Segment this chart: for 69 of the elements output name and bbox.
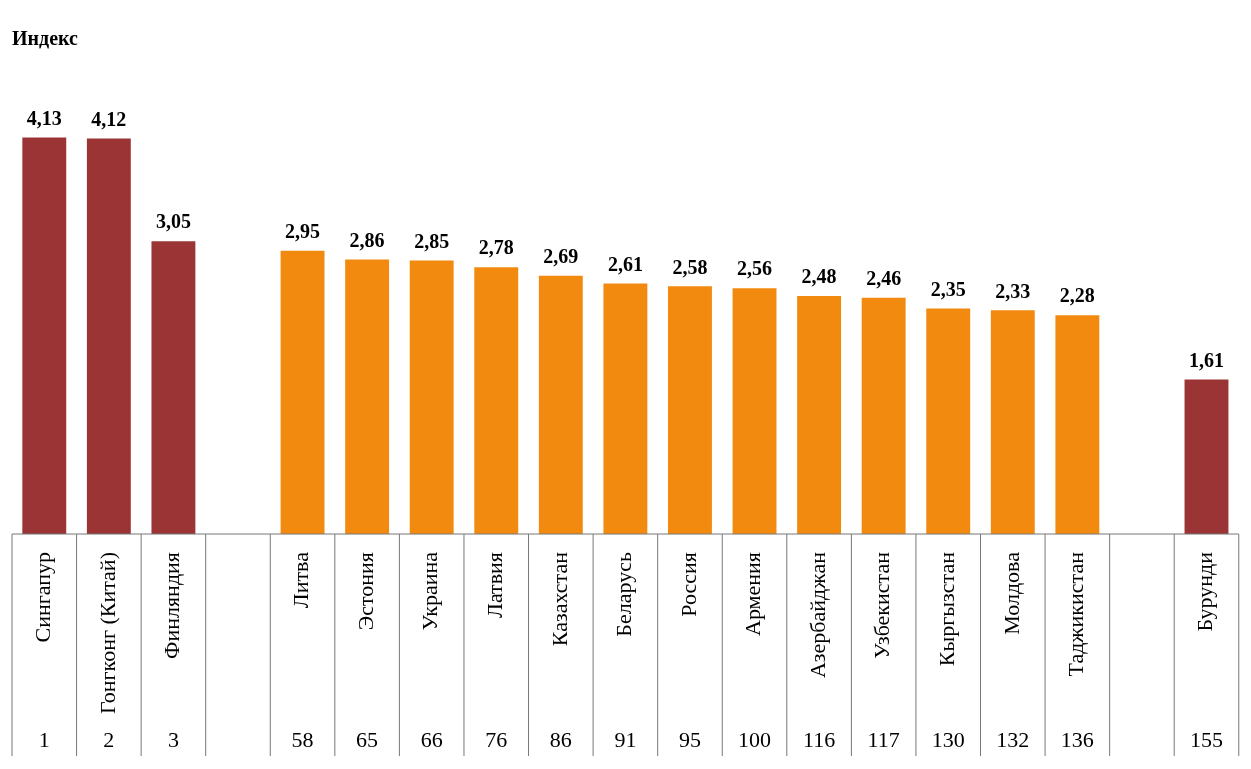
- bar: [926, 308, 971, 535]
- x-tick-label: Азербайджан: [804, 551, 830, 679]
- x-tick-label: Таджикистан: [1063, 551, 1089, 677]
- bar: [1055, 315, 1100, 535]
- bar: [1184, 379, 1229, 535]
- data-label: 2,95: [285, 219, 321, 242]
- bar: [280, 250, 325, 535]
- bar: [603, 283, 648, 535]
- x-tick-label: Казахстан: [546, 551, 572, 647]
- x-tick-label: Эстония: [352, 552, 378, 631]
- bar: [668, 286, 712, 535]
- data-label: 1,61: [1188, 348, 1224, 371]
- text: 155: [1189, 726, 1223, 752]
- x-tick-label: Латвия: [482, 552, 508, 619]
- bar: [151, 241, 196, 535]
- x-tick-label: Гонгконг (Китай): [94, 552, 120, 715]
- data-label: 2,35: [930, 277, 966, 300]
- bar: [538, 275, 583, 535]
- x-tick-label: Беларусь: [611, 552, 637, 637]
- text: 132: [996, 726, 1030, 752]
- bar: [474, 267, 519, 535]
- bar: [345, 259, 390, 535]
- text: 95: [678, 726, 701, 752]
- text: 58: [291, 726, 314, 752]
- data-label: 2,56: [737, 257, 773, 280]
- bar: [22, 137, 67, 535]
- data-label: 2,78: [478, 236, 514, 259]
- text: 117: [867, 726, 900, 752]
- x-tick-label: Узбекистан: [869, 551, 895, 659]
- x-tick-label: Молдова: [998, 551, 1024, 635]
- x-tick-label: Украина: [417, 551, 443, 631]
- data-label: 2,33: [995, 279, 1031, 302]
- chart-title: Индекс: [12, 27, 79, 50]
- text: 100: [738, 726, 772, 752]
- bar: [990, 310, 1035, 535]
- text: 116: [803, 726, 836, 752]
- bar: [797, 295, 842, 535]
- text: 1: [38, 726, 50, 752]
- x-tick-label: Армения: [740, 552, 766, 636]
- text: 130: [931, 726, 965, 752]
- text: 76: [485, 726, 508, 752]
- x-tick-label: Литва: [288, 551, 314, 609]
- x-tick-label: Россия: [675, 552, 701, 617]
- data-label: 2,46: [866, 267, 902, 290]
- data-label: 3,05: [155, 210, 191, 233]
- data-label: 2,48: [801, 265, 837, 288]
- data-label: 4,13: [26, 106, 62, 129]
- bar: [861, 297, 906, 535]
- text: 2: [103, 726, 115, 752]
- x-tick-label: Кыргызстан: [934, 551, 960, 667]
- data-label: 2,69: [543, 244, 579, 267]
- data-label: 2,85: [414, 229, 450, 252]
- data-label: 2,61: [607, 252, 643, 275]
- data-label: 2,28: [1059, 284, 1095, 307]
- data-label: 4,12: [91, 107, 127, 130]
- text: 86: [549, 726, 572, 752]
- bar: [409, 260, 454, 535]
- text: 65: [356, 726, 379, 752]
- data-label: 2,58: [672, 255, 708, 278]
- bar: [86, 138, 131, 535]
- text: 3: [167, 726, 179, 752]
- data-label: 2,86: [349, 228, 385, 251]
- x-tick-label: Финляндия: [159, 552, 185, 659]
- text: 136: [1060, 726, 1094, 752]
- bar: [732, 288, 777, 535]
- text: 91: [614, 726, 637, 752]
- x-tick-label: Сингапур: [30, 552, 56, 643]
- x-tick-label: Бурунди: [1192, 551, 1218, 632]
- text: 66: [420, 726, 443, 752]
